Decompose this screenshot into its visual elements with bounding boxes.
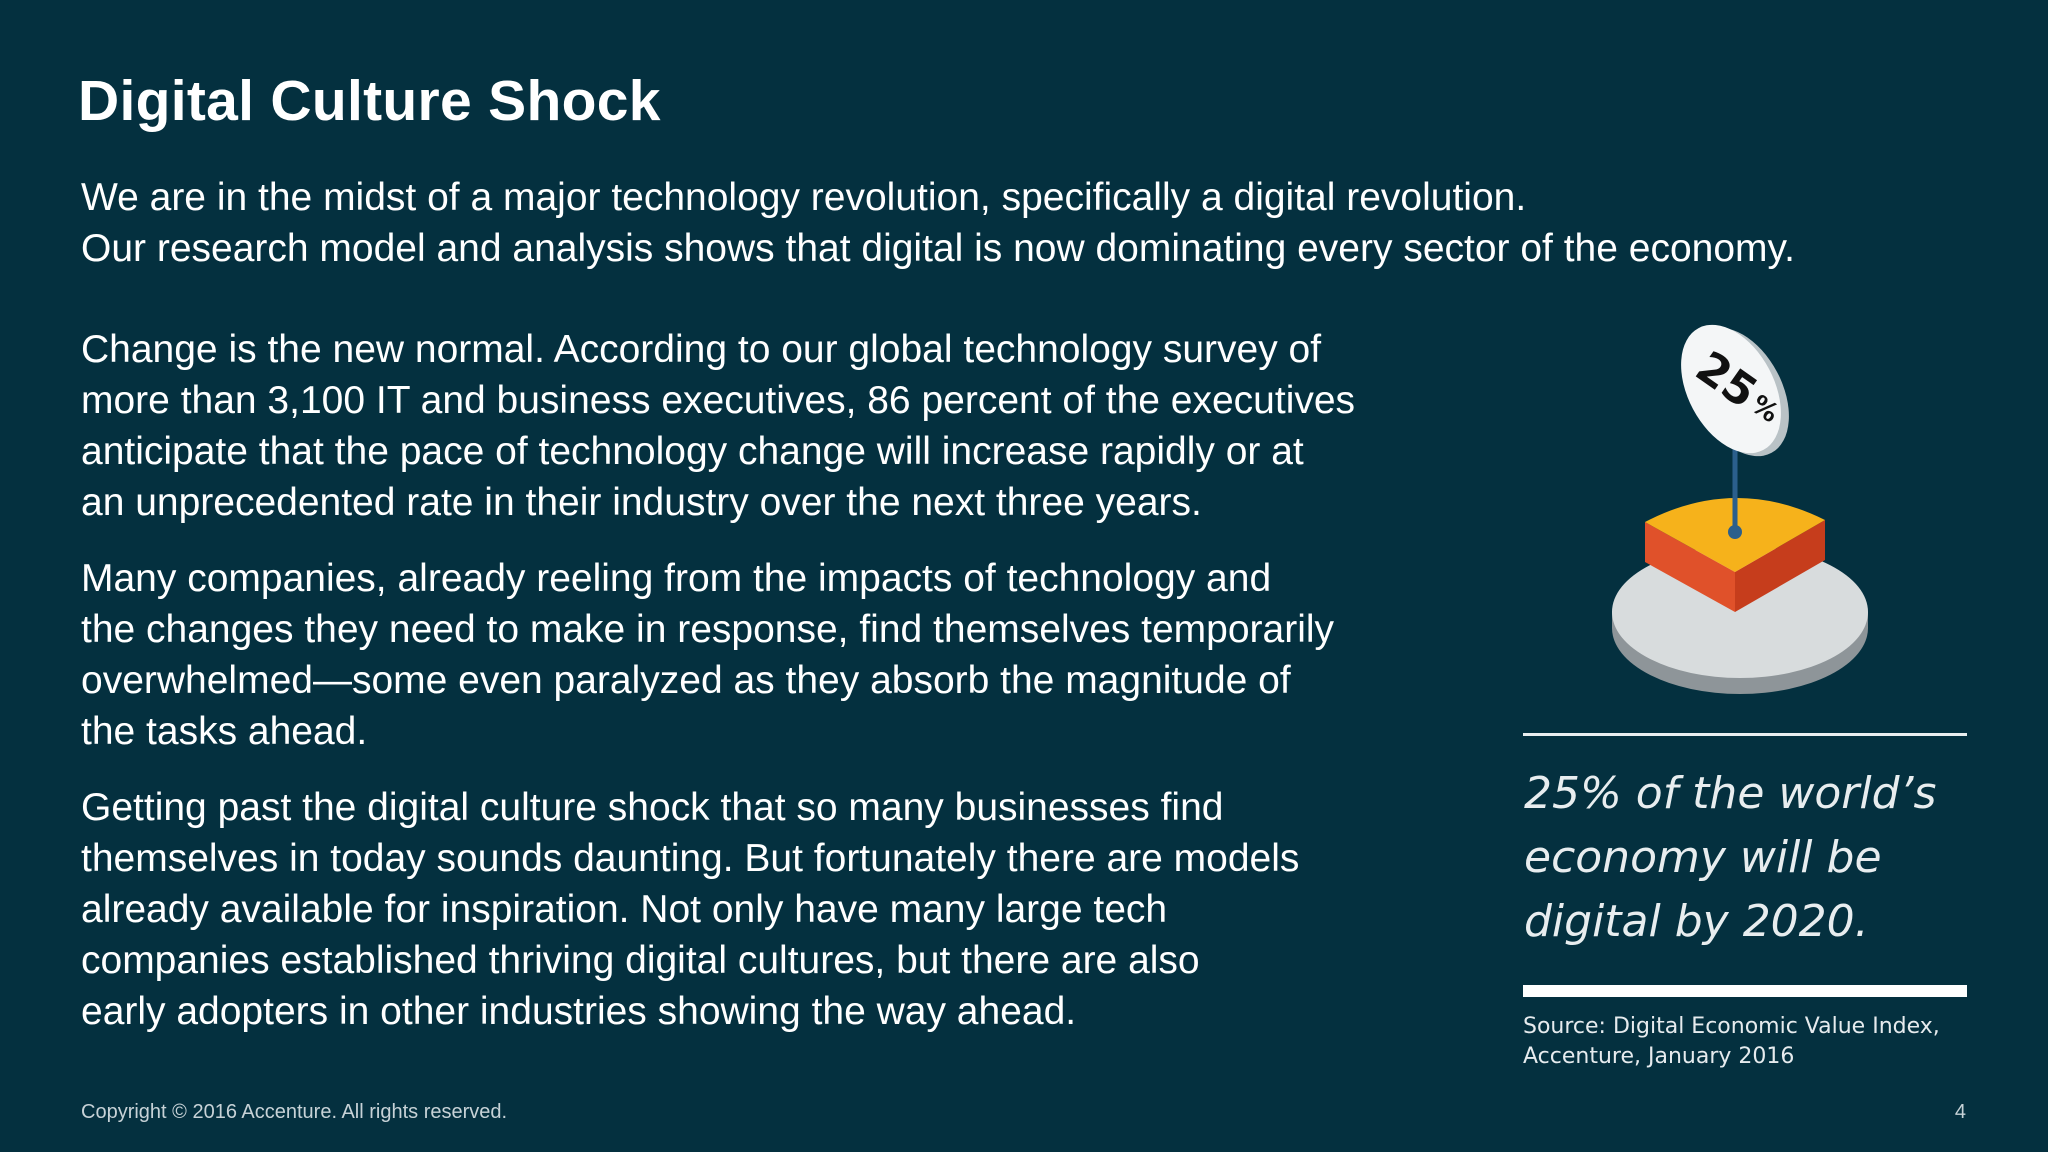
intro-text: We are in the midst of a major technolog… [81, 172, 2001, 274]
quote-line: digital by 2020. [1524, 896, 1869, 947]
paragraph-line: Change is the new normal. According to o… [81, 328, 1322, 371]
paragraph-line: an unprecedented rate in their industry … [81, 481, 1202, 524]
paragraph-line: Many companies, already reeling from the… [81, 557, 1272, 600]
paragraph-line: anticipate that the pace of technology c… [81, 430, 1304, 473]
paragraph-line: overwhelmed—some even paralyzed as they … [81, 659, 1291, 702]
paragraph-line: the tasks ahead. [81, 710, 368, 753]
intro-line: We are in the midst of a major technolog… [81, 176, 1527, 219]
quote-line: economy will be [1524, 832, 1882, 883]
source-line: Source: Digital Economic Value Index, [1523, 1014, 1940, 1039]
paragraph-line: more than 3,100 IT and business executiv… [81, 379, 1356, 422]
source-line: Accenture, January 2016 [1523, 1044, 1795, 1069]
paragraph-line: themselves in today sounds daunting. But… [81, 837, 1300, 880]
paragraph-line: early adopters in other industries showi… [81, 990, 1077, 1033]
pie-flag-graphic: 25 % [1612, 324, 1868, 694]
paragraph-line: the changes they need to make in respons… [81, 608, 1335, 651]
body-text: Change is the new normal. According to o… [81, 324, 1481, 1062]
flag-pole-base [1728, 525, 1742, 539]
pie-slice-side-right [1735, 520, 1825, 612]
paragraph-companies: Many companies, already reeling from the… [81, 553, 1481, 757]
callout-quote: 25% of the world’s economy will be digit… [1524, 762, 1984, 954]
intro-line: Our research model and analysis shows th… [81, 227, 1795, 270]
paragraph-line: already available for inspiration. Not o… [81, 888, 1168, 931]
callout-source: Source: Digital Economic Value Index, Ac… [1523, 1012, 1983, 1072]
quote-line: 25% of the world’s [1524, 768, 1937, 819]
callout-divider-top [1523, 733, 1967, 736]
slide-title: Digital Culture Shock [78, 69, 661, 133]
callout-divider-bottom [1523, 985, 1967, 997]
paragraph-getting-past: Getting past the digital culture shock t… [81, 782, 1481, 1037]
page-number: 4 [1954, 1101, 1966, 1123]
paragraph-line: Getting past the digital culture shock t… [81, 786, 1224, 829]
paragraph-change: Change is the new normal. According to o… [81, 324, 1481, 528]
paragraph-line: companies established thriving digital c… [81, 939, 1200, 982]
copyright-notice: Copyright © 2016 Accenture. All rights r… [81, 1101, 508, 1123]
pie-slice-side-left [1645, 522, 1735, 612]
flag-disc [1681, 324, 1781, 454]
